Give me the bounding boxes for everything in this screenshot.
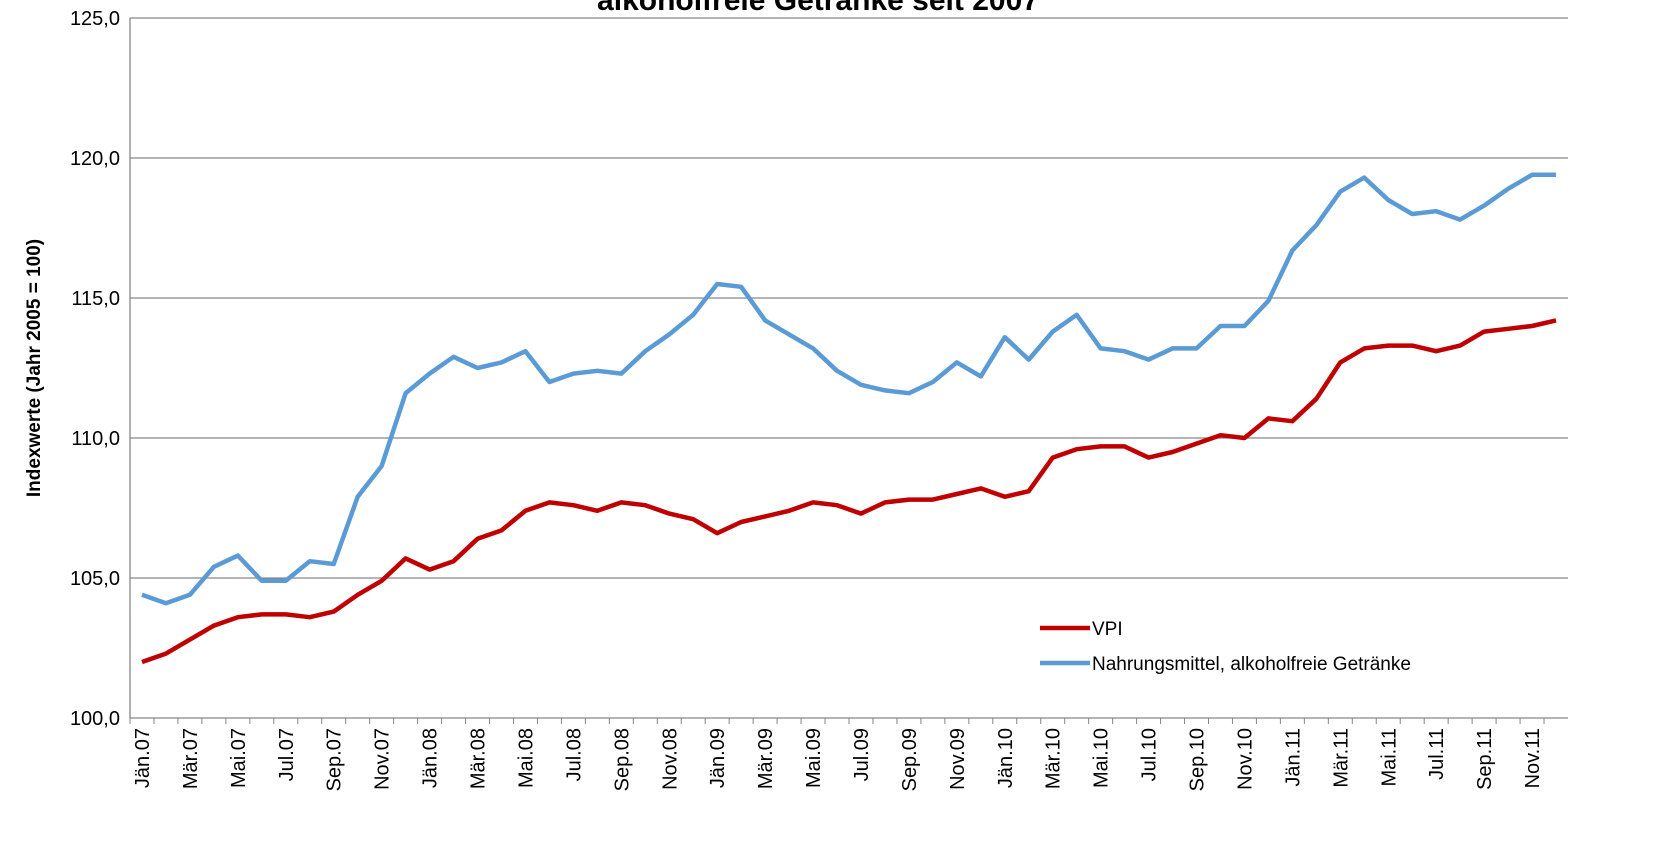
x-tick-label: Mai.09 <box>803 728 825 788</box>
x-tick-label: Jul.07 <box>276 728 298 781</box>
y-tick-label: 100,0 <box>70 708 120 730</box>
x-tick-label: Mai.07 <box>228 728 250 788</box>
x-tick-label: Sep.08 <box>611 728 633 791</box>
x-tick-label: Nov.08 <box>659 728 681 790</box>
y-tick-label: 125,0 <box>70 8 120 30</box>
x-tick-label: Jul.08 <box>563 728 585 781</box>
x-tick-label: Mär.11 <box>1330 728 1352 788</box>
x-tick-label: Jän.10 <box>995 728 1017 788</box>
x-tick-label: Mai.11 <box>1378 728 1400 787</box>
x-tick-label: Mai.10 <box>1091 728 1113 788</box>
x-tick-label: Jän.08 <box>420 728 442 788</box>
x-tick-label: Sep.11 <box>1474 728 1496 790</box>
x-tick-label: Jul.10 <box>1139 728 1161 781</box>
legend-label: VPI <box>1092 619 1123 640</box>
data-line <box>141 172 1557 606</box>
x-tick-label: Sep.09 <box>899 728 921 791</box>
x-tick-label: Nov.07 <box>372 728 394 790</box>
x-tick-label: Nov.09 <box>947 728 969 790</box>
chart-title: alkoholfreie Getränke seit 2007 <box>597 0 1039 17</box>
x-tick-label: Mär.08 <box>468 728 490 789</box>
x-tick-label: Mär.10 <box>1043 728 1065 789</box>
x-tick-label: Sep.10 <box>1187 728 1209 791</box>
x-tick-label: Nov.10 <box>1234 728 1256 790</box>
x-tick-label: Mär.09 <box>755 728 777 789</box>
x-tick-label: Sep.07 <box>324 728 346 791</box>
legend-label: Nahrungsmittel, alkoholfreie Getränke <box>1092 654 1411 675</box>
x-tick-label: Mär.07 <box>180 728 202 789</box>
y-tick-label: 110,0 <box>71 428 120 450</box>
data-line <box>141 318 1557 665</box>
x-tick-label: Jul.09 <box>851 728 873 781</box>
y-axis-label: Indexwerte (Jahr 2005 = 100) <box>24 239 45 497</box>
x-tick-label: Mai.08 <box>515 728 537 788</box>
y-tick-label: 115,0 <box>71 288 120 310</box>
x-tick-label: Jän.09 <box>707 728 729 788</box>
y-tick-label: 105,0 <box>70 568 120 590</box>
x-tick-label: Nov.11 <box>1522 728 1544 788</box>
x-tick-label: Jul.11 <box>1426 728 1448 780</box>
x-tick-label: Jän.07 <box>132 728 154 788</box>
x-tick-label: Jän.11 <box>1282 728 1304 787</box>
y-tick-label: 120,0 <box>70 148 120 170</box>
